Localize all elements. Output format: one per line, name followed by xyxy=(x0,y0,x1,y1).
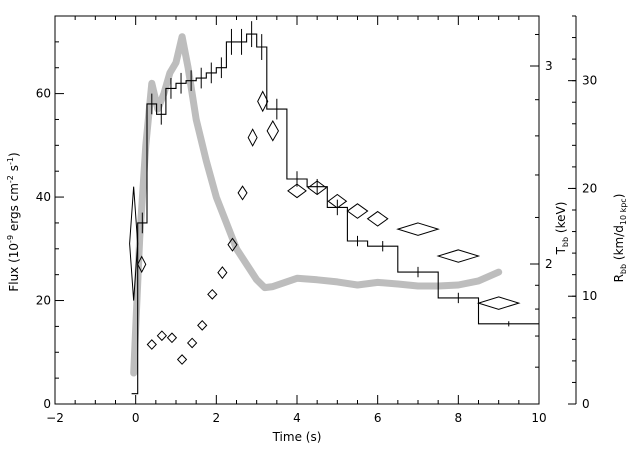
tbb-tick-label: 3 xyxy=(545,59,553,73)
radius-diamond xyxy=(346,203,369,219)
radius-diamond xyxy=(197,319,208,331)
rbb-axis: 0 10 20 30 xyxy=(568,15,597,411)
tbb-axis-title: Tbb (keV) xyxy=(554,202,570,256)
radius-diamond xyxy=(476,296,521,310)
radius-diamond xyxy=(257,90,269,113)
y-tick-label: 40 xyxy=(36,190,51,204)
rbb-tick-label: 20 xyxy=(582,181,597,195)
radius-diamond xyxy=(366,210,389,227)
x-tick-label: 8 xyxy=(455,411,463,425)
radius-diamond xyxy=(156,330,168,342)
flux-histogram xyxy=(131,33,539,395)
radius-diamond xyxy=(436,249,481,263)
radius-diamond xyxy=(266,120,280,142)
x-tick-label: 4 xyxy=(293,411,301,425)
radius-diamond xyxy=(207,288,218,300)
rbb-tick-label: 0 xyxy=(582,397,590,411)
radius-diamond xyxy=(176,354,188,365)
radius-diamond xyxy=(137,255,147,274)
y-axis-title: Flux (10-9 ergs cm-2 s-1) xyxy=(6,152,21,291)
x-tick-label: 6 xyxy=(374,411,382,425)
rbb-tick-label: 30 xyxy=(582,74,597,88)
radius-diamond xyxy=(166,332,178,344)
y-tick-label: 20 xyxy=(36,294,51,308)
tbb-tick-label: 2 xyxy=(545,257,553,271)
radius-diamond xyxy=(227,237,238,252)
radius-diamond xyxy=(129,186,139,301)
x-tick-label: 2 xyxy=(213,411,221,425)
radius-diamond xyxy=(307,180,328,196)
x-tick-label: 10 xyxy=(531,411,546,425)
y-tick-label: 60 xyxy=(36,87,51,101)
x-tick-label: 0 xyxy=(132,411,140,425)
radius-diamond xyxy=(247,128,258,147)
radius-diamond xyxy=(217,266,228,280)
radius-diamond xyxy=(327,193,348,209)
radius-diamond xyxy=(237,185,248,201)
radius-diamond xyxy=(187,337,198,349)
y-tick-label: 0 xyxy=(43,397,51,411)
tbb-axis: 23 xyxy=(530,16,553,404)
radius-diamond xyxy=(396,222,440,236)
radius-diamond xyxy=(146,339,157,350)
tbb-band xyxy=(130,33,503,377)
x-tick-label: −2 xyxy=(46,411,64,425)
x-axis-title: Time (s) xyxy=(272,430,322,444)
rbb-axis-title: Rbb (km/d10 kpc) xyxy=(612,194,628,283)
rbb-tick-label: 10 xyxy=(582,289,597,303)
radius-diamond xyxy=(287,183,307,199)
